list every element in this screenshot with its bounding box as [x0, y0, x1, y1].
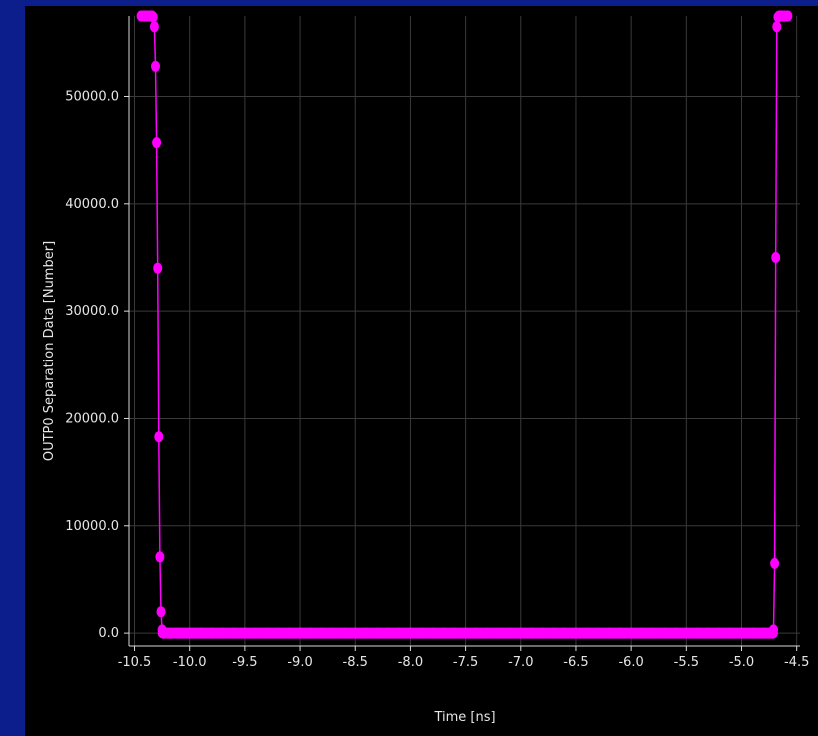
- x-tick-label: -5.0: [729, 655, 754, 670]
- data-point: [155, 551, 165, 563]
- x-tick-label: -4.5: [784, 655, 809, 670]
- data-point: [154, 431, 164, 443]
- y-tick-label: 0.0: [98, 626, 119, 641]
- data-point: [152, 137, 162, 149]
- data-point: [769, 624, 778, 636]
- x-tick-label: -10.0: [173, 655, 207, 670]
- data-point: [394, 627, 404, 639]
- tick-labels: -10.5 -10.0 -9.5 -9.0 -8.5 -8.0 -7.5 -7.0 -6.5 -6…: [65, 89, 809, 670]
- data-point: [295, 627, 305, 639]
- data-point: [218, 627, 228, 639]
- data-point: [229, 627, 239, 639]
- data-point: [637, 627, 647, 639]
- y-tick-label: 50000.0: [65, 89, 119, 104]
- data-point: [783, 10, 793, 22]
- data-point: [770, 557, 780, 569]
- data-point: [153, 262, 163, 274]
- data-point: [350, 627, 360, 639]
- data-point: [505, 627, 515, 639]
- x-tick-label: -6.5: [563, 655, 588, 670]
- y-tick-label: 30000.0: [65, 304, 119, 319]
- data-point: [726, 627, 735, 639]
- data-point: [582, 627, 592, 639]
- data-point: [417, 627, 426, 639]
- x-tick-label: -8.0: [398, 655, 423, 670]
- y-tick-label: 20000.0: [65, 411, 119, 426]
- data-point: [737, 627, 746, 639]
- data-point: [306, 627, 316, 639]
- data-point: [670, 627, 680, 639]
- data-point: [483, 627, 493, 639]
- data-point: [148, 11, 158, 23]
- data-point: [549, 627, 559, 639]
- data-point: [273, 627, 283, 639]
- data-point: [615, 627, 625, 639]
- x-axis-title: Time [ns]: [433, 710, 495, 725]
- data-point: [748, 627, 757, 639]
- y-tick-label: 10000.0: [65, 519, 119, 534]
- data-point: [317, 627, 327, 639]
- data-point: [185, 627, 195, 639]
- data-point: [538, 627, 548, 639]
- y-axis-title: OUTP0 Separation Data [Number]: [42, 241, 57, 461]
- data-point: [659, 627, 669, 639]
- data-point: [151, 60, 160, 72]
- data-point: [372, 627, 382, 639]
- data-point: [207, 627, 217, 639]
- data-point: [472, 627, 482, 639]
- data-point: [163, 627, 173, 639]
- x-tick-label: -7.5: [453, 655, 478, 670]
- x-tick-label: -7.0: [508, 655, 533, 670]
- grid: [129, 16, 800, 646]
- data-point: [383, 627, 393, 639]
- data-point: [560, 627, 570, 639]
- data-point: [626, 627, 636, 639]
- data-point: [251, 627, 261, 639]
- data-point: [149, 21, 159, 33]
- y-tick-label: 40000.0: [65, 197, 119, 212]
- data-point: [174, 627, 184, 639]
- data-point: [428, 627, 437, 639]
- data-point: [681, 627, 691, 639]
- data-point: [692, 627, 702, 639]
- data-point: [339, 627, 349, 639]
- data-point: [714, 627, 724, 639]
- data-point: [439, 627, 448, 639]
- data-point: [361, 627, 371, 639]
- data-series: [136, 10, 793, 639]
- data-point: [284, 627, 294, 639]
- data-point: [527, 627, 537, 639]
- x-tick-label: -5.5: [674, 655, 699, 670]
- data-point: [604, 627, 614, 639]
- data-point: [771, 252, 781, 263]
- data-point: [240, 627, 250, 639]
- axes: [124, 16, 800, 651]
- x-tick-label: -8.5: [343, 655, 368, 670]
- data-point: [328, 627, 338, 639]
- data-point: [262, 627, 272, 639]
- data-point: [571, 627, 581, 639]
- data-point: [494, 627, 504, 639]
- x-tick-label: -10.5: [118, 655, 152, 670]
- data-point: [450, 627, 460, 639]
- data-point: [405, 627, 415, 639]
- data-point: [772, 21, 782, 33]
- data-point: [196, 627, 206, 639]
- data-point: [156, 606, 166, 618]
- x-tick-label: -9.5: [232, 655, 257, 670]
- series-line: [141, 15, 788, 634]
- data-point: [703, 627, 713, 639]
- data-point: [593, 627, 603, 639]
- data-point: [516, 627, 526, 639]
- data-point: [648, 627, 658, 639]
- x-tick-label: -6.0: [618, 655, 643, 670]
- x-tick-label: -9.0: [287, 655, 312, 670]
- data-point: [461, 627, 471, 639]
